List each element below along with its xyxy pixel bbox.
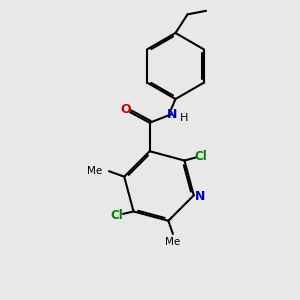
Text: Cl: Cl	[195, 149, 207, 163]
Text: N: N	[195, 190, 206, 203]
Text: O: O	[121, 103, 131, 116]
Text: Me: Me	[165, 237, 180, 247]
Text: Me: Me	[87, 166, 103, 176]
Text: H: H	[180, 113, 188, 123]
Text: Cl: Cl	[110, 208, 123, 222]
Text: N: N	[167, 108, 178, 121]
